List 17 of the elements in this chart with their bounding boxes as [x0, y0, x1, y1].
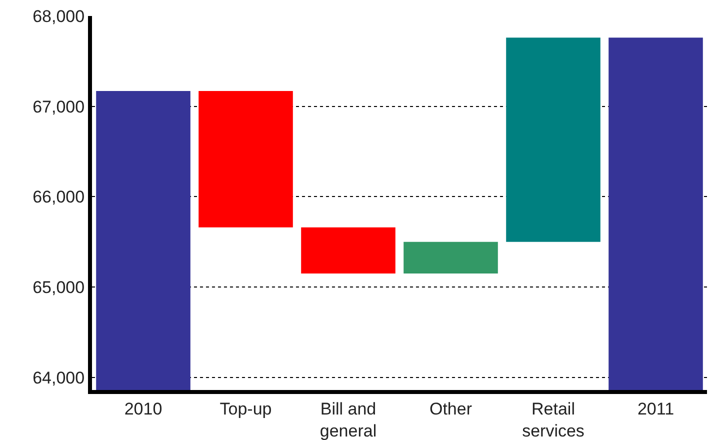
x-tick-label: Top-up	[220, 399, 272, 418]
y-tick-label: 65,000	[32, 278, 85, 297]
bar	[404, 242, 498, 274]
bar	[608, 38, 703, 390]
x-tick-label: Bill and general	[320, 399, 377, 440]
bar	[198, 90, 293, 228]
x-tick-label: Other	[429, 399, 472, 418]
bar	[506, 38, 600, 242]
x-tick-label: Retail services	[522, 399, 584, 440]
bar	[301, 227, 396, 274]
y-tick-label: 66,000	[32, 188, 85, 207]
y-tick-label: 67,000	[32, 97, 85, 116]
bar	[96, 90, 190, 390]
x-tick-label: 2011	[637, 399, 674, 418]
x-tick-label: 2010	[124, 399, 162, 418]
y-tick-label: 64,000	[32, 368, 85, 388]
y-tick-label: 68,000	[32, 6, 85, 26]
